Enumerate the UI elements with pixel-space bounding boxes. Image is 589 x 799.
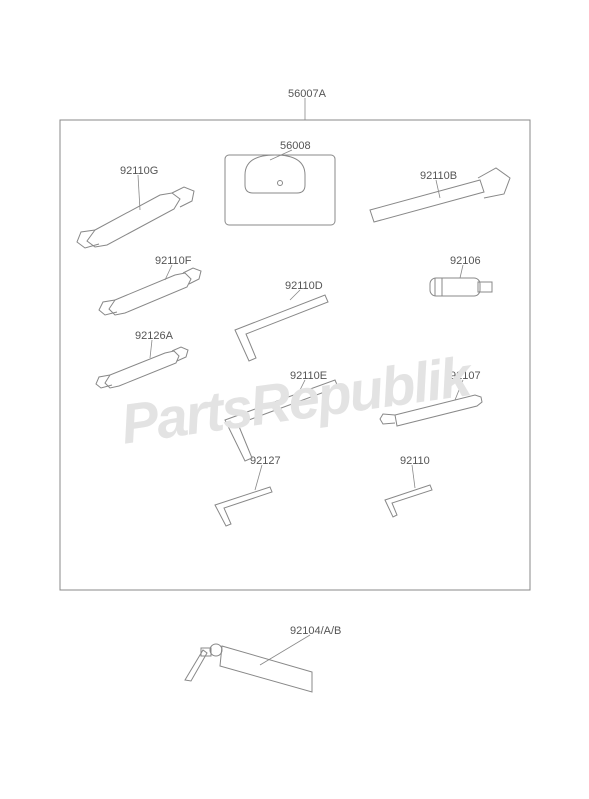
tool-bag	[225, 150, 335, 225]
grip	[430, 265, 492, 296]
wrench-g	[77, 175, 194, 248]
diagram-svg	[0, 0, 589, 799]
wrench-b	[370, 168, 510, 222]
bond-tube	[185, 635, 312, 692]
hex-127	[215, 465, 272, 526]
wrench-a	[96, 340, 188, 388]
wrench-f	[99, 265, 201, 315]
hex-110	[385, 465, 432, 517]
kit-box	[60, 120, 530, 590]
hex-e	[225, 380, 338, 461]
driver	[380, 380, 482, 426]
hex-d	[235, 290, 328, 361]
